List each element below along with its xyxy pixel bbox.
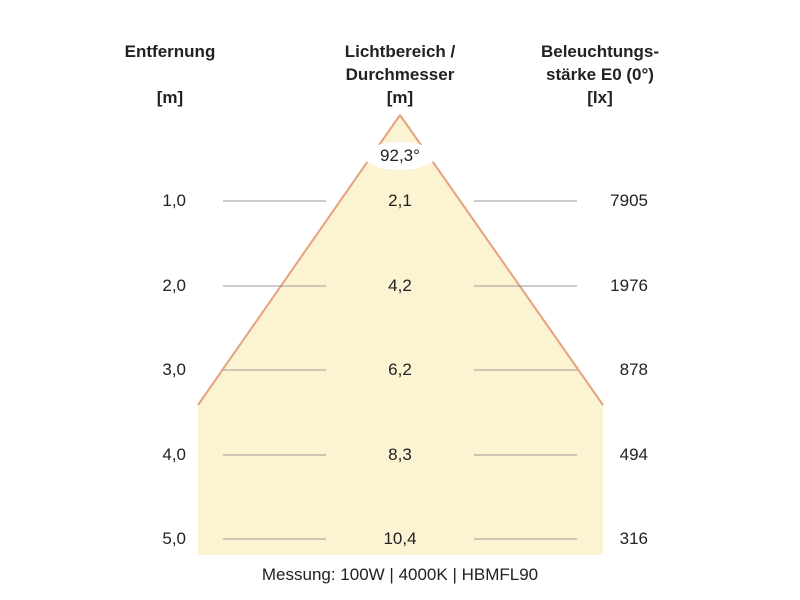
illuminance-header-unit: [lx] bbox=[587, 88, 613, 107]
diameter-header-line-2: Durchmesser bbox=[345, 65, 455, 84]
distance-header-line-2 bbox=[100, 63, 240, 86]
illuminance-header: Beleuchtungs- stärke E0 (0°) [lx] bbox=[520, 40, 680, 109]
angle-label-background bbox=[364, 142, 436, 170]
distance-value: 3,0 bbox=[162, 360, 186, 379]
illuminance-value: 7905 bbox=[610, 191, 648, 210]
diameter-value: 6,2 bbox=[388, 360, 412, 379]
row-guide-lines bbox=[223, 200, 577, 540]
diameter-value: 8,3 bbox=[388, 445, 412, 464]
distance-header: Entfernung [m] bbox=[100, 40, 240, 109]
illuminance-value: 1976 bbox=[610, 276, 648, 295]
illuminance-value: 878 bbox=[619, 360, 648, 379]
distance-header-unit: [m] bbox=[156, 88, 184, 107]
distance-value: 4,0 bbox=[162, 445, 186, 464]
diameter-value: 4,2 bbox=[388, 276, 412, 295]
light-cone-left-edge bbox=[197, 114, 401, 406]
diameter-value: 10,4 bbox=[383, 529, 417, 548]
distance-value: 5,0 bbox=[162, 529, 186, 548]
diameter-header-unit: [m] bbox=[386, 88, 414, 107]
light-cone-right-edge bbox=[399, 114, 604, 406]
diameter-value: 2,1 bbox=[388, 191, 412, 210]
beam-angle-label: 92,3° bbox=[380, 146, 420, 165]
diameter-header: Lichtbereich / Durchmesser [m] bbox=[320, 40, 480, 109]
distance-value: 2,0 bbox=[162, 276, 186, 295]
illuminance-header-line-2: stärke E0 (0°) bbox=[546, 65, 654, 84]
illuminance-value: 494 bbox=[619, 445, 648, 464]
diameter-header-line-1: Lichtbereich / bbox=[344, 42, 456, 61]
illuminance-header-line-1: Beleuchtungs- bbox=[540, 42, 660, 61]
illuminance-value: 316 bbox=[619, 529, 648, 548]
distance-header-line-1: Entfernung bbox=[124, 42, 216, 61]
distance-value: 1,0 bbox=[162, 191, 186, 210]
light-cone-area bbox=[198, 115, 603, 555]
measurement-footer: Messung: 100W | 4000K | HBMFL90 bbox=[261, 565, 539, 584]
